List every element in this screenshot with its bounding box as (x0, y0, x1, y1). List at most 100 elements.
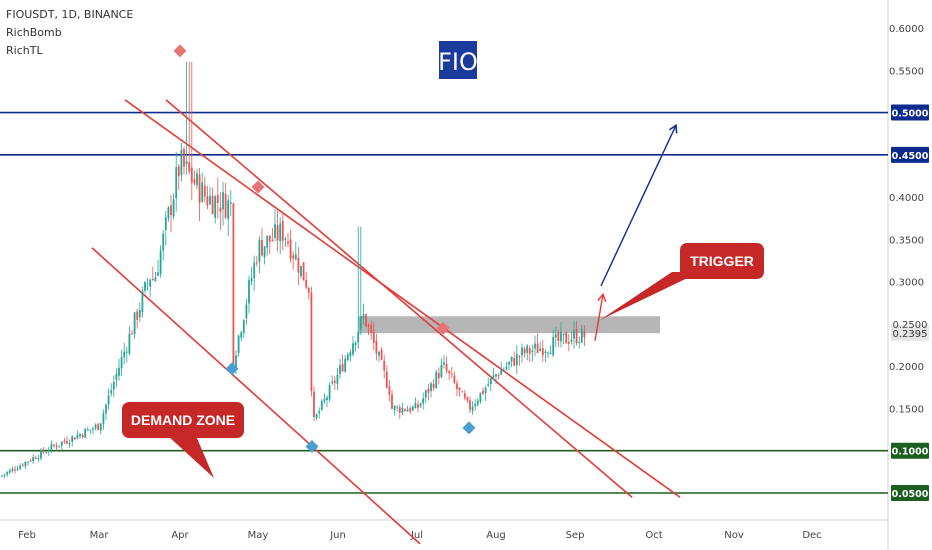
candle-body (339, 365, 341, 374)
candle-body (112, 382, 115, 390)
candle-body (172, 199, 175, 217)
candle-body (526, 345, 529, 353)
candle-body (250, 277, 253, 282)
candle-body (60, 441, 63, 446)
candle-body (461, 391, 464, 393)
candle-body (521, 347, 523, 356)
candle-body (575, 329, 578, 344)
candle-body (131, 333, 133, 335)
candle-body (385, 371, 388, 388)
candle-body (45, 452, 48, 454)
candle-body (331, 381, 334, 384)
candle-body (396, 406, 399, 408)
candle-body (448, 370, 451, 374)
candle-body (466, 397, 469, 401)
candle-body (253, 262, 256, 279)
candle-body (359, 316, 362, 330)
candle-body (146, 283, 149, 285)
candle-body (505, 366, 508, 369)
candle-body (177, 166, 180, 177)
candle-body (40, 449, 42, 459)
candle-body (167, 207, 170, 218)
candle-body (107, 395, 110, 405)
candle-body (440, 364, 443, 378)
projection-arrow (600, 123, 678, 287)
x-tick-label-sep: Sep (566, 530, 585, 541)
candle-body (284, 238, 287, 240)
candle-body (235, 355, 237, 369)
candle-body (450, 373, 453, 375)
candle-body (469, 400, 471, 410)
candle-body (445, 363, 448, 372)
candle-body (518, 356, 521, 358)
candle-body (222, 192, 224, 210)
candle-body (71, 436, 74, 443)
candle-body (263, 246, 266, 258)
candle-body (370, 324, 373, 333)
candle-body (323, 399, 326, 402)
candle-body (562, 333, 565, 335)
price-badge-0.0500: 0.0500 (892, 489, 929, 500)
candle-body (19, 465, 22, 469)
y-tick-label: 0.2000 (889, 362, 924, 373)
candle-body (86, 429, 89, 431)
candle-body (203, 185, 206, 197)
callout-demand-pointer (168, 436, 214, 478)
candle-body (307, 287, 310, 293)
candle-body (315, 414, 318, 419)
price-badge-0.4500: 0.4500 (892, 151, 929, 162)
candle-body (1, 475, 3, 477)
candle-body (76, 434, 79, 439)
resistance-zone (358, 316, 660, 334)
candle-body (333, 380, 336, 384)
candle-body (427, 388, 430, 393)
price-badge-0.1000: 0.1000 (892, 447, 929, 458)
x-tick-label-may: May (248, 530, 269, 541)
candle-body (411, 406, 414, 411)
marker-diamond-blue (305, 440, 319, 453)
candle-body (154, 277, 157, 282)
candle-body (84, 428, 87, 438)
marker-diamond-red (173, 44, 187, 58)
candle-body (6, 472, 9, 475)
callout-demand-box (122, 402, 244, 438)
candle-body (201, 182, 204, 202)
callout-trigger-label: TRIGGER (690, 253, 754, 269)
x-tick-label-nov: Nov (724, 530, 744, 541)
callout-trigger-box (680, 243, 764, 279)
candle-body (281, 220, 284, 241)
candle-body (349, 352, 352, 357)
candle-body (430, 383, 432, 392)
candle-body (487, 384, 490, 387)
callout-trigger-pointer (600, 272, 700, 320)
candle-body (336, 374, 339, 384)
candle-body (367, 325, 370, 327)
candle-body (47, 450, 50, 452)
candle-body (372, 331, 375, 343)
candle-body (94, 424, 97, 429)
candle-body (27, 461, 29, 463)
candle-body (227, 200, 230, 219)
x-tick-label-apr: Apr (171, 530, 189, 541)
candle-body (528, 347, 531, 354)
candle-body (3, 474, 6, 476)
candle-body (157, 272, 159, 276)
candle-body (242, 320, 245, 334)
candle-body (159, 250, 162, 275)
candle-body (310, 292, 313, 392)
candle-body (471, 406, 474, 412)
candle-body (432, 383, 435, 389)
marker-diamond-blue (225, 362, 239, 376)
candle-body (435, 372, 438, 388)
candle-body (276, 225, 279, 241)
candle-body (531, 350, 534, 352)
x-tick-label-aug: Aug (486, 530, 506, 541)
projection-arrow (594, 292, 607, 341)
x-tick-label-dec: Dec (802, 530, 821, 541)
candle-body (424, 390, 427, 398)
candle-body (544, 351, 547, 354)
candle-body (42, 449, 45, 453)
candle-body (294, 254, 297, 260)
candle-body (136, 311, 139, 320)
